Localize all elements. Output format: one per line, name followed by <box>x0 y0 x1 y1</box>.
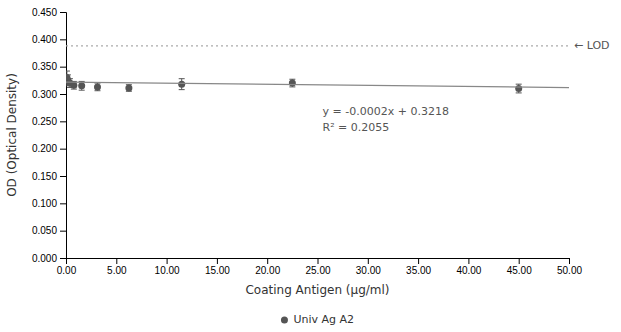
trend-line <box>66 82 569 87</box>
tick: 0.100 <box>32 198 66 209</box>
axis-line <box>60 13 67 259</box>
tick-mark <box>167 258 168 264</box>
tick-mark <box>116 258 117 264</box>
x-axis-title: Coating Antigen (μg/ml) <box>245 283 389 297</box>
y-axis: 0.000 0.050 0.100 0.150 0.200 0.250 0.300 0.350… <box>32 7 67 264</box>
data-point <box>178 81 185 88</box>
tick: 0.000 <box>32 253 66 264</box>
tick-mark <box>60 67 66 68</box>
tick: 10.00 <box>155 258 180 276</box>
tick-label: 0.100 <box>32 198 57 209</box>
tick-label: 0.450 <box>32 7 57 18</box>
tick: 0.300 <box>32 89 66 100</box>
tick: 0.050 <box>32 225 66 236</box>
error-bar <box>94 83 100 91</box>
tick: 0.00 <box>57 258 77 276</box>
error-bar <box>179 79 185 90</box>
tick-label: 20.00 <box>255 265 280 276</box>
legend-label: Univ Ag A2 <box>293 313 354 326</box>
legend: Univ Ag A2 <box>281 313 354 326</box>
legend-item: Univ Ag A2 <box>281 313 354 326</box>
tick: 30.00 <box>356 258 381 276</box>
tick-mark <box>60 94 66 95</box>
data-point <box>94 83 101 90</box>
tick-label: 30.00 <box>356 265 381 276</box>
tick-mark <box>60 39 66 40</box>
reference-line <box>66 45 569 46</box>
tick-mark <box>368 258 369 264</box>
tick-label: 0.000 <box>32 253 57 264</box>
tick: 15.00 <box>205 258 230 276</box>
error-bar <box>289 79 295 87</box>
tick-label: 0.350 <box>32 61 57 72</box>
tick: 0.450 <box>32 7 66 18</box>
chart-svg: 0.00 5.00 10.00 15.00 20.00 25.00 30.00 35.00 40… <box>0 0 621 332</box>
axis-line <box>67 259 570 265</box>
tick-mark <box>318 258 319 264</box>
reference-label: ← LOD <box>574 39 610 52</box>
marks <box>66 46 569 93</box>
x-axis: 0.00 5.00 10.00 15.00 20.00 25.00 30.00 35.00 40… <box>57 258 583 276</box>
tick-label: 0.00 <box>57 265 77 276</box>
tick: 50.00 <box>557 258 582 276</box>
tick: 20.00 <box>255 258 280 276</box>
tick-mark <box>60 12 66 13</box>
tick: 0.200 <box>32 143 66 154</box>
data-point <box>70 82 77 89</box>
tick-label: 0.050 <box>32 225 57 236</box>
tick-label: 10.00 <box>155 265 180 276</box>
tick: 0.400 <box>32 34 66 45</box>
tick-mark <box>60 149 66 150</box>
tick: 5.00 <box>107 258 127 276</box>
tick-label: 45.00 <box>507 265 532 276</box>
tick: 25.00 <box>305 258 330 276</box>
tick: 0.250 <box>32 116 66 127</box>
y-axis-title: OD (Optical Density) <box>5 73 19 197</box>
tick: 35.00 <box>406 258 431 276</box>
tick: 45.00 <box>507 258 532 276</box>
tick-mark <box>217 258 218 264</box>
tick-mark <box>569 258 570 264</box>
annotation: y = -0.0002x + 0.3218 <box>323 105 449 118</box>
tick-mark <box>267 258 268 264</box>
tick-label: 15.00 <box>205 265 230 276</box>
data-point <box>125 84 132 91</box>
data-point <box>289 80 296 87</box>
tick: 40.00 <box>456 258 481 276</box>
error-bar <box>126 85 132 92</box>
chart-container: 0.00 5.00 10.00 15.00 20.00 25.00 30.00 35.00 40… <box>0 0 621 332</box>
tick-mark <box>60 231 66 232</box>
tick-label: 0.200 <box>32 143 57 154</box>
tick-mark <box>468 258 469 264</box>
data-point <box>78 82 85 89</box>
annotation: R² = 0.2055 <box>323 121 390 134</box>
tick-mark <box>60 258 66 259</box>
tick-label: 40.00 <box>456 265 481 276</box>
tick-label: 35.00 <box>406 265 431 276</box>
tick: 0.350 <box>32 61 66 72</box>
tick-label: 0.400 <box>32 34 57 45</box>
data-point <box>515 85 522 92</box>
tick-label: 50.00 <box>557 265 582 276</box>
tick: 0.150 <box>32 171 66 182</box>
plot-area: 0.00 5.00 10.00 15.00 20.00 25.00 30.00 35.00 40… <box>32 7 582 276</box>
tick-mark <box>418 258 419 264</box>
tick-label: 0.300 <box>32 89 57 100</box>
annotations: y = -0.0002x + 0.3218 R² = 0.2055 <box>323 105 449 134</box>
tick-mark <box>60 203 66 204</box>
tick-label: 0.150 <box>32 171 57 182</box>
tick-mark <box>519 258 520 264</box>
tick-mark <box>60 176 66 177</box>
tick-mark <box>60 121 66 122</box>
tick-label: 25.00 <box>305 265 330 276</box>
tick-label: 0.250 <box>32 116 57 127</box>
legend-marker <box>281 317 288 324</box>
error-bar <box>516 84 522 93</box>
tick-label: 5.00 <box>107 265 127 276</box>
